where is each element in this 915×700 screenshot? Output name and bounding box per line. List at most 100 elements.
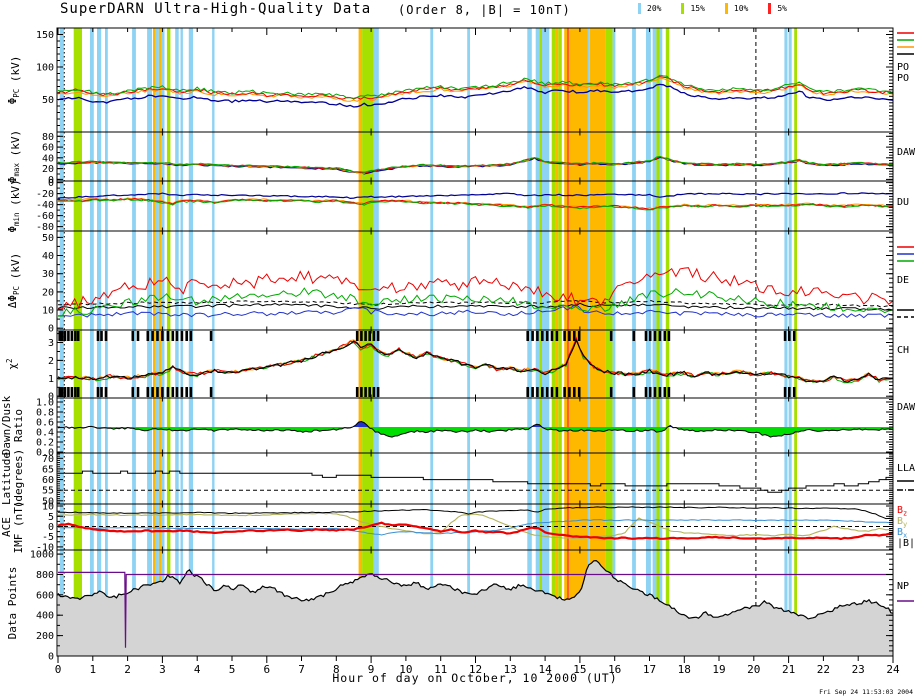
chi-flag-top (166, 331, 170, 341)
chi-flag-top (171, 331, 175, 341)
series-line (58, 299, 893, 308)
x-tick-label: 12 (469, 663, 482, 676)
panel-axis-label: Dawn/Dusk (0, 395, 13, 455)
legend-tick-icon (768, 3, 772, 14)
series-line (58, 303, 893, 319)
x-tick-label: 21 (782, 663, 795, 676)
band-b (132, 28, 136, 656)
band-b (542, 28, 550, 656)
panel-axis-label: Φmax (kV) (6, 130, 22, 183)
ratio-line (57, 420, 893, 438)
series-line (57, 302, 893, 311)
chi-flag-bottom (545, 387, 549, 397)
legend-item-15%: 15% (681, 3, 705, 14)
chi-flag-top (783, 331, 787, 341)
chi-flag-top (368, 331, 371, 341)
chi-flag-top (131, 331, 135, 341)
y-tick-label: -40 (36, 200, 54, 211)
band-g (665, 28, 670, 656)
chi-flag-bottom (609, 387, 613, 397)
chi-flag-top (67, 331, 70, 341)
y-tick-label: 600 (36, 590, 54, 601)
band-o (555, 28, 559, 656)
legend-tick-icon (724, 3, 728, 14)
chi-flag-bottom (555, 387, 559, 397)
band-b (180, 28, 183, 656)
x-tick-label: 18 (678, 663, 691, 676)
legend-tick-icon (638, 3, 641, 14)
chi-flag-top (667, 331, 671, 341)
chi-flag-bottom (788, 387, 791, 397)
right-panel-label: DU (897, 197, 909, 208)
band-b (175, 28, 179, 656)
chi-flag-bottom (653, 387, 657, 397)
chi-flag-top (360, 331, 363, 341)
panel-axis-label: ACE (0, 517, 13, 537)
chi-flag-top (376, 331, 380, 341)
chi-flag-bottom (648, 387, 652, 397)
chi-flag-top (568, 331, 571, 341)
y-tick-label: 1.0 (36, 398, 54, 409)
chi-flag-bottom (783, 387, 787, 397)
chi-flag-top (70, 331, 74, 341)
chi-flag-top (653, 331, 657, 341)
panel-dawn-dusk-ratio (57, 420, 893, 438)
right-panel-label: DE (897, 275, 909, 286)
y-tick-label: 50 (42, 95, 54, 106)
chi-flag-bottom (171, 387, 175, 397)
x-tick-label: 13 (504, 663, 517, 676)
legend-label: 15% (690, 4, 705, 13)
panel-axis-label: ΔΦPC (kV) (6, 253, 22, 308)
chi-flag-bottom (372, 387, 376, 397)
chi-flag-bottom (658, 387, 662, 397)
panel-chi-squared (57, 331, 893, 397)
band-b (212, 28, 215, 656)
chi-flag-bottom (180, 387, 184, 397)
series-line (57, 506, 893, 520)
y-tick-label: 3 (48, 338, 54, 349)
band-b (467, 28, 470, 656)
chi-flag-top (58, 331, 61, 341)
x-tick-label: 14 (538, 663, 552, 676)
chi-flag-bottom (541, 387, 544, 397)
chi-flag-top (541, 331, 544, 341)
chi-flag-top (136, 331, 140, 341)
chi-flag-bottom (355, 387, 359, 397)
panel-phi-pc (57, 74, 893, 108)
chi-flag-bottom (376, 387, 380, 397)
chi-flag-top (96, 331, 100, 341)
chi-flag-bottom (568, 387, 571, 397)
chi-flag-top (76, 331, 80, 341)
band-b (788, 28, 792, 656)
x-tick-label: 2 (124, 663, 131, 676)
chi-flag-bottom (156, 387, 159, 397)
panel-ace-imf (57, 506, 893, 541)
chi-flag-top (185, 331, 188, 341)
series-line (58, 287, 893, 317)
band-o (158, 28, 161, 656)
band-b (612, 28, 616, 656)
chi-flag-bottom (104, 387, 108, 397)
band-o (153, 28, 156, 656)
legend-label: 10% (733, 4, 749, 13)
chi-flag-top (104, 331, 108, 341)
plot-timestamp: Fri Sep 24 11:53:03 2004 (819, 688, 913, 696)
y-tick-label: 65 (42, 464, 54, 475)
x-tick-label: 19 (712, 663, 725, 676)
band-r (567, 28, 569, 656)
page-title: SuperDARN Ultra-High-Quality Data (60, 1, 372, 17)
chi-flag-top (161, 331, 164, 341)
chi-flag-bottom (550, 387, 554, 397)
chi-flag-bottom (536, 387, 539, 397)
x-tick-label: 8 (333, 663, 340, 676)
y-tick-label: 60 (42, 475, 54, 486)
y-tick-label: 40 (42, 153, 54, 164)
band-b (652, 28, 657, 656)
band-b (535, 28, 540, 656)
y-tick-label: 70 (42, 454, 54, 465)
right-panel-label: Bz (897, 505, 907, 518)
band-g (794, 28, 797, 656)
y-tick-label: 50 (42, 233, 54, 244)
chi-flag-bottom (63, 387, 67, 397)
band-b (105, 28, 108, 656)
